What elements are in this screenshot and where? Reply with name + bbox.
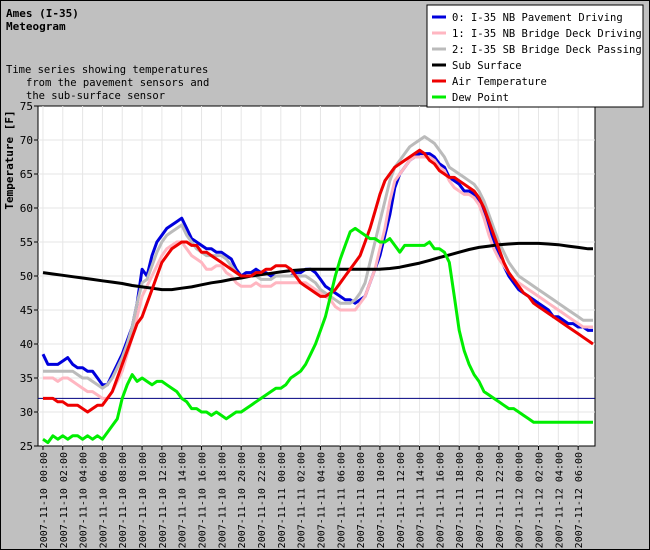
legend-box xyxy=(426,4,644,108)
y-tick-label: 25 xyxy=(20,440,33,453)
y-tick-label: 40 xyxy=(20,338,33,351)
x-axis: 2007-11-10 00:00 2007-11-10 02:00 2007-11-… xyxy=(39,446,585,548)
series-line-3 xyxy=(42,241,593,292)
y-tick-label: 60 xyxy=(20,202,33,215)
x-tick-label: 2007-11-11 14:00 xyxy=(416,452,427,548)
x-tick-label: 2007-11-11 06:00 xyxy=(336,452,347,548)
x-tick-label: 2007-11-10 14:00 xyxy=(178,452,189,548)
x-tick-label: 2007-11-11 02:00 xyxy=(297,452,308,548)
y-tick-label: 50 xyxy=(20,270,33,283)
legend: 0: I-35 NB Pavement Driving 1: I-35 NB Br… xyxy=(426,4,644,108)
x-tick-label: 2007-11-10 16:00 xyxy=(198,452,209,548)
series-line-5 xyxy=(42,226,593,445)
x-tick-label: 2007-11-11 22:00 xyxy=(495,452,506,548)
chart-description-line-2: from the pavement sensors and xyxy=(26,77,209,89)
y-axis-label: Temperature [F] xyxy=(3,110,16,209)
legend-items: 0: I-35 NB Pavement Driving 1: I-35 NB Br… xyxy=(432,12,642,104)
x-tick-label: 2007-11-10 12:00 xyxy=(158,452,169,548)
y-axis: 25 30 35 40 45 50 55 60 65 70 75 xyxy=(20,100,38,453)
legend-label-0: 0: I-35 NB Pavement Driving xyxy=(452,12,623,24)
legend-label-5: Dew Point xyxy=(452,92,509,104)
y-tick-label: 30 xyxy=(20,406,33,419)
x-tick-label: 2007-11-11 00:00 xyxy=(277,452,288,548)
y-tick-label: 70 xyxy=(20,134,33,147)
series-line-4 xyxy=(43,148,594,414)
x-tick-label: 2007-11-11 12:00 xyxy=(396,452,407,548)
y-tick-label: 45 xyxy=(20,304,33,317)
x-tick-label: 2007-11-10 22:00 xyxy=(257,452,268,548)
x-tick-label: 2007-11-12 02:00 xyxy=(535,452,546,548)
x-tick-label: 2007-11-11 08:00 xyxy=(356,452,367,548)
y-tick-label: 35 xyxy=(20,372,33,385)
legend-label-4: Air Temperature xyxy=(452,76,547,88)
y-tick-label: 75 xyxy=(20,100,33,113)
legend-label-1: 1: I-35 NB Bridge Deck Driving xyxy=(452,28,642,40)
x-tick-label: 2007-11-12 04:00 xyxy=(554,452,565,548)
chart-subtitle: Meteogram xyxy=(6,20,66,33)
x-tick-label: 2007-11-12 00:00 xyxy=(515,452,526,548)
series-group xyxy=(41,135,594,445)
x-tick-label: 2007-11-10 20:00 xyxy=(237,452,248,548)
x-tick-label: 2007-11-12 06:00 xyxy=(574,452,585,548)
chart-description-line-1: Time series showing temperatures xyxy=(6,64,208,76)
x-tick-label: 2007-11-11 18:00 xyxy=(455,452,466,548)
x-tick-label: 2007-11-10 02:00 xyxy=(59,452,70,548)
x-tick-label: 2007-11-10 18:00 xyxy=(217,452,228,548)
legend-label-2: 2: I-35 SB Bridge Deck Passing xyxy=(452,44,642,56)
x-tick-label: 2007-11-10 06:00 xyxy=(98,452,109,548)
legend-label-3: Sub Surface xyxy=(452,60,522,72)
x-tick-label: 2007-11-10 00:00 xyxy=(39,452,50,548)
chart-description-line-3: the sub-surface sensor xyxy=(26,90,165,102)
x-tick-label: 2007-11-11 10:00 xyxy=(376,452,387,548)
x-tick-label: 2007-11-10 04:00 xyxy=(79,452,90,548)
x-tick-label: 2007-11-11 04:00 xyxy=(316,452,327,548)
x-tick-label: 2007-11-11 20:00 xyxy=(475,452,486,548)
y-tick-label: 55 xyxy=(20,236,33,249)
chart-title: Ames (I-35) xyxy=(6,7,79,20)
y-tick-label: 65 xyxy=(20,168,33,181)
x-tick-label: 2007-11-11 16:00 xyxy=(435,452,446,548)
x-tick-label: 2007-11-10 08:00 xyxy=(118,452,129,548)
series-line-2 xyxy=(43,135,593,390)
x-tick-label: 2007-11-10 10:00 xyxy=(138,452,149,548)
